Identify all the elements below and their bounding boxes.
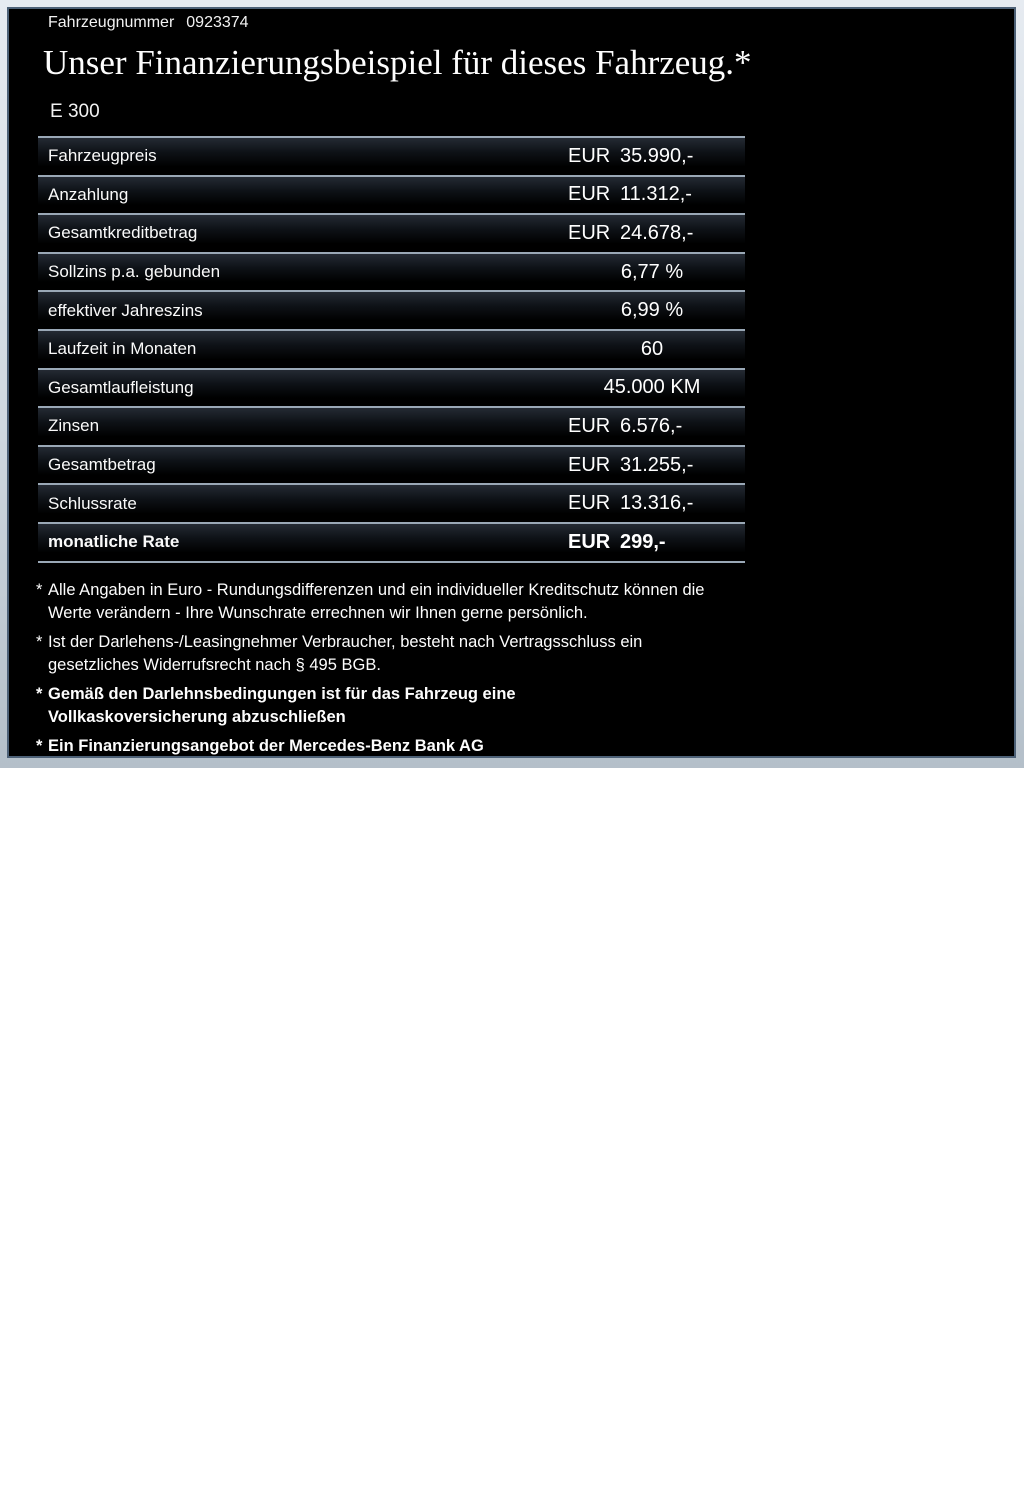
row-amount: 60 (640, 337, 664, 360)
financing-table: Fahrzeugpreis EUR 35.990,- Anzahlung EUR… (38, 136, 745, 563)
row-currency: EUR (568, 183, 611, 206)
footnote-asterisk: * (36, 737, 43, 755)
row-amount: 11.312,- (620, 183, 692, 206)
table-row: Fahrzeugpreis EUR 35.990,- (38, 136, 745, 175)
row-amount: 24.678,- (620, 221, 694, 244)
table-row: Sollzins p.a. gebunden 6,77 % (38, 251, 745, 291)
row-label: monatliche Rate (48, 532, 180, 552)
row-value: EUR 11.312,- (559, 183, 745, 206)
footnote-text: Gemäß den Darlehnsbedingungen ist für da… (48, 685, 516, 726)
row-value: EUR 31.255,- (559, 454, 745, 477)
table-row: Laufzeit in Monaten 60 (38, 328, 745, 368)
row-currency: EUR (568, 144, 611, 167)
row-value: 45.000 KM (559, 376, 745, 399)
row-amount: 6,77 % (620, 260, 684, 283)
table-row: monatliche Rate EUR 299,- (38, 521, 745, 561)
row-amount: 31.255,- (620, 453, 694, 476)
table-row: Zinsen EUR 6.576,- (38, 406, 745, 445)
row-value: EUR 6.576,- (559, 415, 745, 438)
row-value: EUR 24.678,- (559, 222, 745, 245)
row-label: Zinsen (48, 416, 100, 436)
row-currency: EUR (568, 530, 611, 553)
vehicle-number-label: Fahrzeugnummer (48, 14, 175, 31)
row-value: EUR 299,- (559, 531, 745, 554)
row-value: 60 (559, 338, 745, 361)
row-value: 6,77 % (559, 261, 745, 284)
footnote-asterisk: * (36, 685, 43, 703)
table-row: Gesamtbetrag EUR 31.255,- (38, 444, 745, 484)
row-value: EUR 35.990,- (559, 145, 745, 168)
footnote-text: Ein Finanzierungsangebot der Mercedes-Be… (48, 737, 484, 755)
row-label: Schlussrate (48, 493, 137, 513)
footnote: * Gemäß den Darlehnsbedingungen ist für … (36, 683, 752, 728)
table-row: effektiver Jahreszins 6,99 % (38, 290, 745, 329)
row-currency: EUR (568, 221, 611, 244)
row-value: 6,99 % (559, 299, 745, 322)
row-currency: EUR (568, 492, 611, 515)
row-amount: 6.576,- (620, 414, 683, 437)
table-row: Gesamtlaufleistung 45.000 KM (38, 367, 745, 407)
footnote: * Ein Finanzierungsangebot der Mercedes-… (36, 735, 752, 758)
page-title: Unser Finanzierungsbeispiel für dieses F… (43, 43, 752, 82)
row-amount: 6,99 % (620, 299, 684, 322)
table-row: Gesamtkreditbetrag EUR 24.678,- (38, 213, 745, 252)
footnote-text: Alle Angaben in Euro - Rundungsdifferenz… (48, 581, 705, 622)
row-label: Fahrzeugpreis (48, 146, 157, 166)
footnote: * Alle Angaben in Euro - Rundungsdiffere… (36, 579, 752, 624)
page-frame: Fahrzeugnummer 0923374 Unser Finanzierung… (0, 0, 1024, 768)
footnotes: * Alle Angaben in Euro - Rundungsdiffere… (36, 579, 752, 765)
row-label: Anzahlung (48, 184, 129, 204)
footnote-text: Ist der Darlehens-/Leasingnehmer Verbrau… (48, 633, 643, 674)
row-amount: 45.000 KM (603, 376, 701, 399)
row-currency: EUR (568, 453, 611, 476)
footnote-asterisk: * (36, 581, 43, 599)
row-label: effektiver Jahreszins (48, 300, 203, 320)
row-label: Gesamtlaufleistung (48, 377, 194, 397)
table-row: Schlussrate EUR 13.316,- (38, 483, 745, 522)
content-area: Fahrzeugnummer 0923374 Unser Finanzierung… (7, 7, 1016, 758)
footnote-asterisk: * (36, 633, 43, 651)
vehicle-model: E 300 (50, 101, 100, 122)
row-currency: EUR (568, 414, 611, 437)
row-label: Gesamtkreditbetrag (48, 223, 198, 243)
row-amount: 299,- (620, 530, 666, 553)
row-value: EUR 13.316,- (559, 492, 745, 515)
vehicle-number: Fahrzeugnummer 0923374 (48, 13, 249, 33)
table-row: Anzahlung EUR 11.312,- (38, 174, 745, 214)
row-label: Laufzeit in Monaten (48, 339, 197, 359)
row-amount: 35.990,- (620, 144, 694, 167)
vehicle-number-value: 0923374 (186, 14, 249, 31)
row-label: Gesamtbetrag (48, 455, 156, 475)
footnote: * Ist der Darlehens-/Leasingnehmer Verbr… (36, 631, 752, 676)
row-amount: 13.316,- (620, 492, 694, 515)
row-label: Sollzins p.a. gebunden (48, 262, 221, 282)
